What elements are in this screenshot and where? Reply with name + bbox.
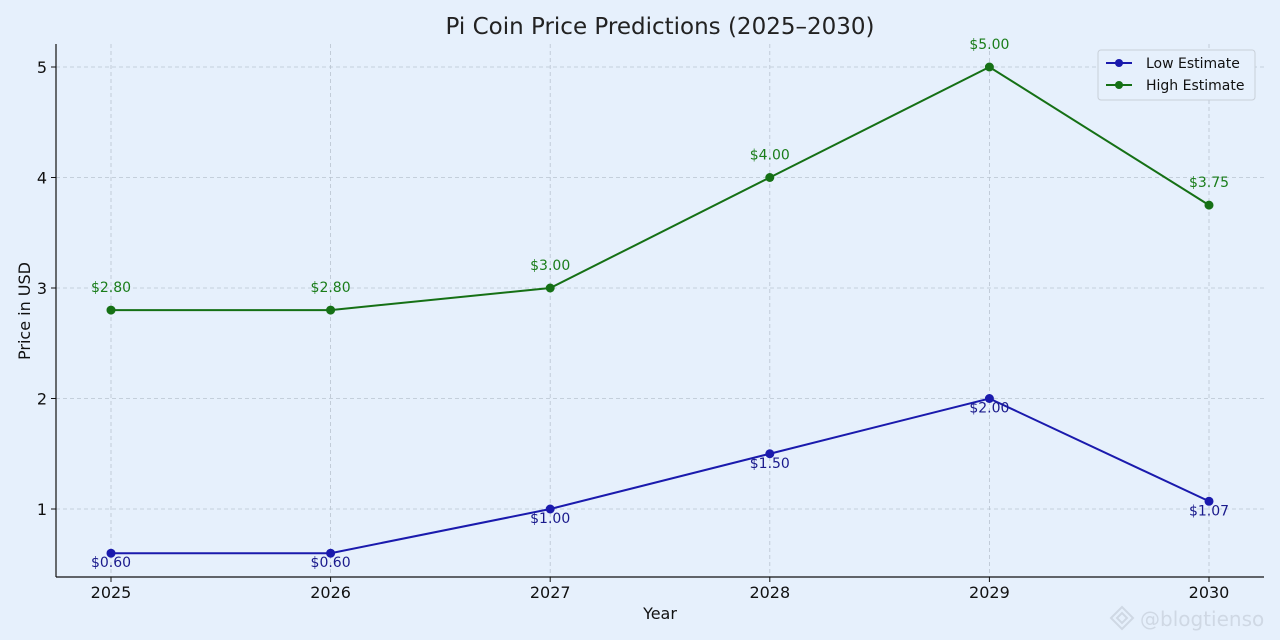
data-point-low-estimate <box>765 449 775 459</box>
x-tick-label: 2029 <box>969 583 1010 602</box>
data-labels: $0.60 $0.60 $1.00 $1.50 $2.00 $1.07 $2.80 $2.80… <box>91 37 1229 571</box>
x-tick-label: 2028 <box>749 583 790 602</box>
data-point-low-estimate <box>106 548 116 558</box>
diamond-logo-icon <box>1109 605 1135 631</box>
data-point-low-estimate <box>1204 496 1214 506</box>
y-tick-label: 1 <box>37 500 47 519</box>
axes: 2025 2026 2027 2028 2029 2030 1 2 3 4 5 <box>37 44 1264 602</box>
y-tick-label: 2 <box>37 390 47 409</box>
data-label-low-estimate: $1.07 <box>1189 503 1229 519</box>
data-point-high-estimate <box>984 62 994 72</box>
data-point-high-estimate <box>545 283 555 293</box>
y-tick-label: 3 <box>37 279 47 298</box>
legend-marker-low <box>1115 59 1123 67</box>
y-tick-label: 4 <box>37 169 47 188</box>
legend: Low Estimate High Estimate <box>1097 49 1256 101</box>
data-point-high-estimate <box>765 173 775 182</box>
legend-label-high: High Estimate <box>1146 78 1244 94</box>
x-tick-label: 2030 <box>1189 583 1230 602</box>
data-label-low-estimate: $1.00 <box>530 511 570 527</box>
data-point-low-estimate <box>984 394 994 403</box>
data-label-low-estimate: $1.50 <box>750 456 790 472</box>
data-label-high-estimate: $3.00 <box>530 258 570 274</box>
data-label-high-estimate: $4.00 <box>750 148 790 164</box>
data-point-high-estimate <box>106 305 116 315</box>
watermark: @blogtienso <box>1109 605 1264 631</box>
watermark-text: @blogtienso <box>1140 607 1264 631</box>
series-group <box>106 62 1214 558</box>
y-axis-title: Price in USD <box>15 262 34 360</box>
data-point-high-estimate <box>1204 200 1214 210</box>
data-point-low-estimate <box>326 548 336 558</box>
legend-label-low: Low Estimate <box>1146 56 1240 72</box>
data-point-high-estimate <box>326 305 336 315</box>
x-tick-label: 2026 <box>310 583 351 602</box>
legend-marker-high <box>1115 81 1123 89</box>
data-label-low-estimate: $2.00 <box>969 401 1009 417</box>
data-label-low-estimate: $0.60 <box>91 555 131 571</box>
data-label-low-estimate: $0.60 <box>311 555 351 571</box>
chart-title: Pi Coin Price Predictions (2025–2030) <box>446 14 875 40</box>
x-axis-title: Year <box>642 604 677 623</box>
grid <box>56 44 1264 577</box>
legend-box <box>1097 49 1256 101</box>
x-tick-label: 2027 <box>530 583 571 602</box>
x-tick-label: 2025 <box>91 583 132 602</box>
y-tick-label: 5 <box>37 58 47 77</box>
data-point-low-estimate <box>545 504 555 514</box>
data-label-high-estimate: $3.75 <box>1189 175 1229 191</box>
data-label-high-estimate: $2.80 <box>311 280 351 296</box>
data-label-high-estimate: $2.80 <box>91 280 131 296</box>
data-label-high-estimate: $5.00 <box>969 37 1009 53</box>
series-line-high-estimate <box>111 65 1210 312</box>
series-line-low-estimate <box>111 397 1210 555</box>
